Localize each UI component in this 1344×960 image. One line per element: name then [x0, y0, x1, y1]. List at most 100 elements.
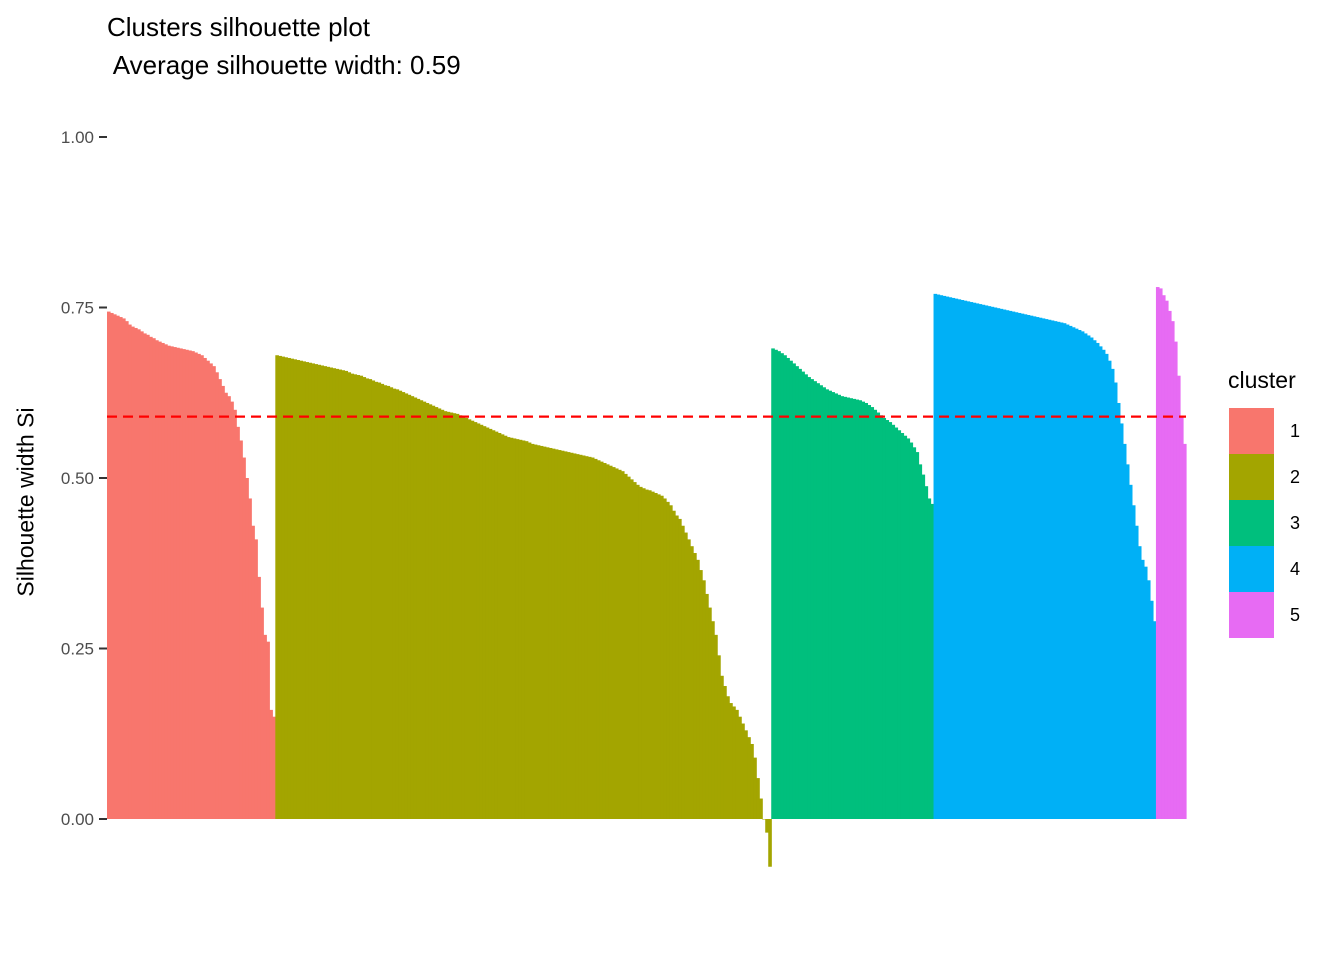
silhouette-bar-cluster-2	[512, 438, 517, 819]
silhouette-bar-cluster-2	[711, 621, 715, 819]
silhouette-bar-cluster-3	[915, 452, 920, 819]
silhouette-bar-cluster-4	[1149, 600, 1154, 819]
silhouette-bar-cluster-2	[488, 428, 493, 819]
silhouette-bar-cluster-2	[569, 452, 574, 819]
silhouette-bar-cluster-2	[332, 368, 337, 819]
silhouette-bar-cluster-2	[687, 539, 691, 819]
silhouette-bar-cluster-5	[1173, 341, 1178, 819]
silhouette-bar-cluster-2	[675, 515, 679, 819]
legend-label: 5	[1290, 605, 1301, 625]
silhouette-bar-cluster-2	[660, 495, 664, 819]
silhouette-bar-cluster-2	[425, 402, 430, 819]
silhouette-bar-cluster-2	[611, 467, 616, 819]
silhouette-bar-cluster-2	[548, 447, 553, 819]
silhouette-bar-cluster-1	[140, 331, 144, 819]
silhouette-bar-cluster-3	[903, 435, 908, 819]
silhouette-bar-cluster-2	[554, 449, 559, 819]
silhouette-bar-cluster-4	[1086, 335, 1091, 819]
silhouette-bar-cluster-2	[365, 378, 370, 819]
silhouette-bar-cluster-3	[783, 355, 787, 819]
silhouette-bar-cluster-3	[897, 430, 902, 819]
silhouette-bar-cluster-2	[353, 374, 358, 819]
silhouette-bar-cluster-1	[239, 440, 243, 819]
silhouette-bar-cluster-3	[819, 385, 823, 819]
silhouette-bar-cluster-2	[672, 510, 676, 819]
silhouette-bar-cluster-2	[473, 422, 478, 819]
silhouette-bar-cluster-2	[590, 457, 595, 819]
silhouette-bar-cluster-2	[765, 819, 769, 833]
silhouette-bar-cluster-4	[1053, 321, 1058, 819]
silhouette-bar-cluster-1	[185, 349, 189, 819]
silhouette-bar-cluster-2	[699, 570, 703, 819]
silhouette-bar-cluster-4	[975, 303, 980, 819]
y-tick-label: 1.00	[61, 128, 94, 147]
silhouette-bar-cluster-1	[116, 315, 120, 819]
silhouette-bar-cluster-1	[242, 457, 246, 819]
silhouette-bar-cluster-2	[476, 423, 481, 819]
silhouette-bar-cluster-2	[317, 364, 321, 819]
silhouette-bar-cluster-2	[729, 703, 733, 819]
silhouette-bar-cluster-2	[374, 381, 379, 819]
silhouette-bar-cluster-2	[617, 469, 622, 819]
silhouette-bar-cluster-4	[1116, 402, 1121, 819]
silhouette-bar-cluster-2	[614, 468, 619, 819]
silhouette-bar-cluster-4	[1011, 311, 1016, 819]
silhouette-bar-cluster-2	[605, 464, 610, 819]
silhouette-bar-cluster-3	[888, 422, 893, 819]
silhouette-bar-cluster-3	[861, 401, 866, 819]
silhouette-bar-cluster-1	[230, 401, 234, 819]
silhouette-bar-cluster-4	[1074, 328, 1079, 819]
silhouette-bar-cluster-2	[500, 434, 505, 819]
silhouette-bar-cluster-2	[293, 359, 297, 819]
silhouette-bar-cluster-1	[188, 350, 192, 819]
silhouette-bar-cluster-5	[1161, 295, 1166, 820]
silhouette-bar-cluster-2	[720, 675, 724, 819]
silhouette-bar-cluster-1	[203, 357, 207, 819]
silhouette-bar-cluster-2	[623, 473, 628, 819]
silhouette-bar-cluster-2	[431, 405, 436, 819]
silhouette-bar-cluster-2	[629, 479, 634, 819]
silhouette-bar-cluster-4	[1029, 315, 1034, 819]
silhouette-bar-cluster-5	[1170, 321, 1175, 819]
silhouette-bar-cluster-4	[972, 302, 977, 820]
silhouette-bar-cluster-1	[245, 478, 249, 819]
silhouette-bar-cluster-1	[128, 324, 132, 819]
silhouette-bar-cluster-2	[449, 412, 454, 819]
silhouette-bar-cluster-2	[419, 400, 424, 819]
silhouette-bar-cluster-2	[587, 456, 592, 819]
silhouette-bar-cluster-1	[110, 312, 114, 819]
silhouette-bar-cluster-4	[945, 296, 950, 820]
legend-key-swatch	[1229, 500, 1274, 546]
silhouette-bar-cluster-2	[329, 367, 334, 819]
silhouette-bar-cluster-4	[1047, 319, 1052, 819]
silhouette-bar-cluster-2	[320, 365, 325, 819]
silhouette-bar-cluster-3	[789, 360, 793, 819]
silhouette-bar-cluster-2	[563, 451, 568, 819]
silhouette-bar-cluster-1	[122, 318, 126, 819]
silhouette-bar-cluster-2	[341, 370, 346, 819]
silhouette-bar-cluster-4	[1005, 310, 1010, 819]
legend-key-swatch	[1229, 408, 1274, 454]
silhouette-bar-cluster-4	[1032, 316, 1037, 819]
silhouette-bar-cluster-3	[804, 374, 808, 819]
silhouette-bar-cluster-2	[638, 486, 643, 819]
silhouette-bar-cluster-5	[1179, 416, 1184, 819]
silhouette-bar-cluster-4	[1110, 368, 1115, 819]
silhouette-bar-cluster-1	[251, 525, 255, 819]
silhouette-bar-cluster-2	[290, 358, 294, 819]
silhouette-bar-cluster-2	[461, 416, 466, 819]
silhouette-bar-cluster-2	[509, 437, 514, 819]
silhouette-bar-cluster-3	[891, 424, 896, 819]
silhouette-bar-cluster-1	[227, 396, 231, 819]
silhouette-bar-cluster-2	[641, 488, 646, 819]
silhouette-bar-cluster-5	[1176, 375, 1181, 819]
silhouette-bar-cluster-4	[1098, 346, 1103, 819]
silhouette-bar-cluster-2	[747, 737, 751, 819]
silhouette-bar-cluster-2	[705, 593, 709, 819]
legend-item-cluster-4: 4	[1229, 546, 1319, 592]
silhouette-bar-cluster-3	[912, 447, 917, 819]
silhouette-bar-cluster-2	[356, 375, 361, 819]
silhouette-bar-cluster-4	[1056, 321, 1061, 819]
silhouette-bar-cluster-3	[852, 398, 856, 819]
silhouette-bar-cluster-2	[626, 476, 631, 819]
